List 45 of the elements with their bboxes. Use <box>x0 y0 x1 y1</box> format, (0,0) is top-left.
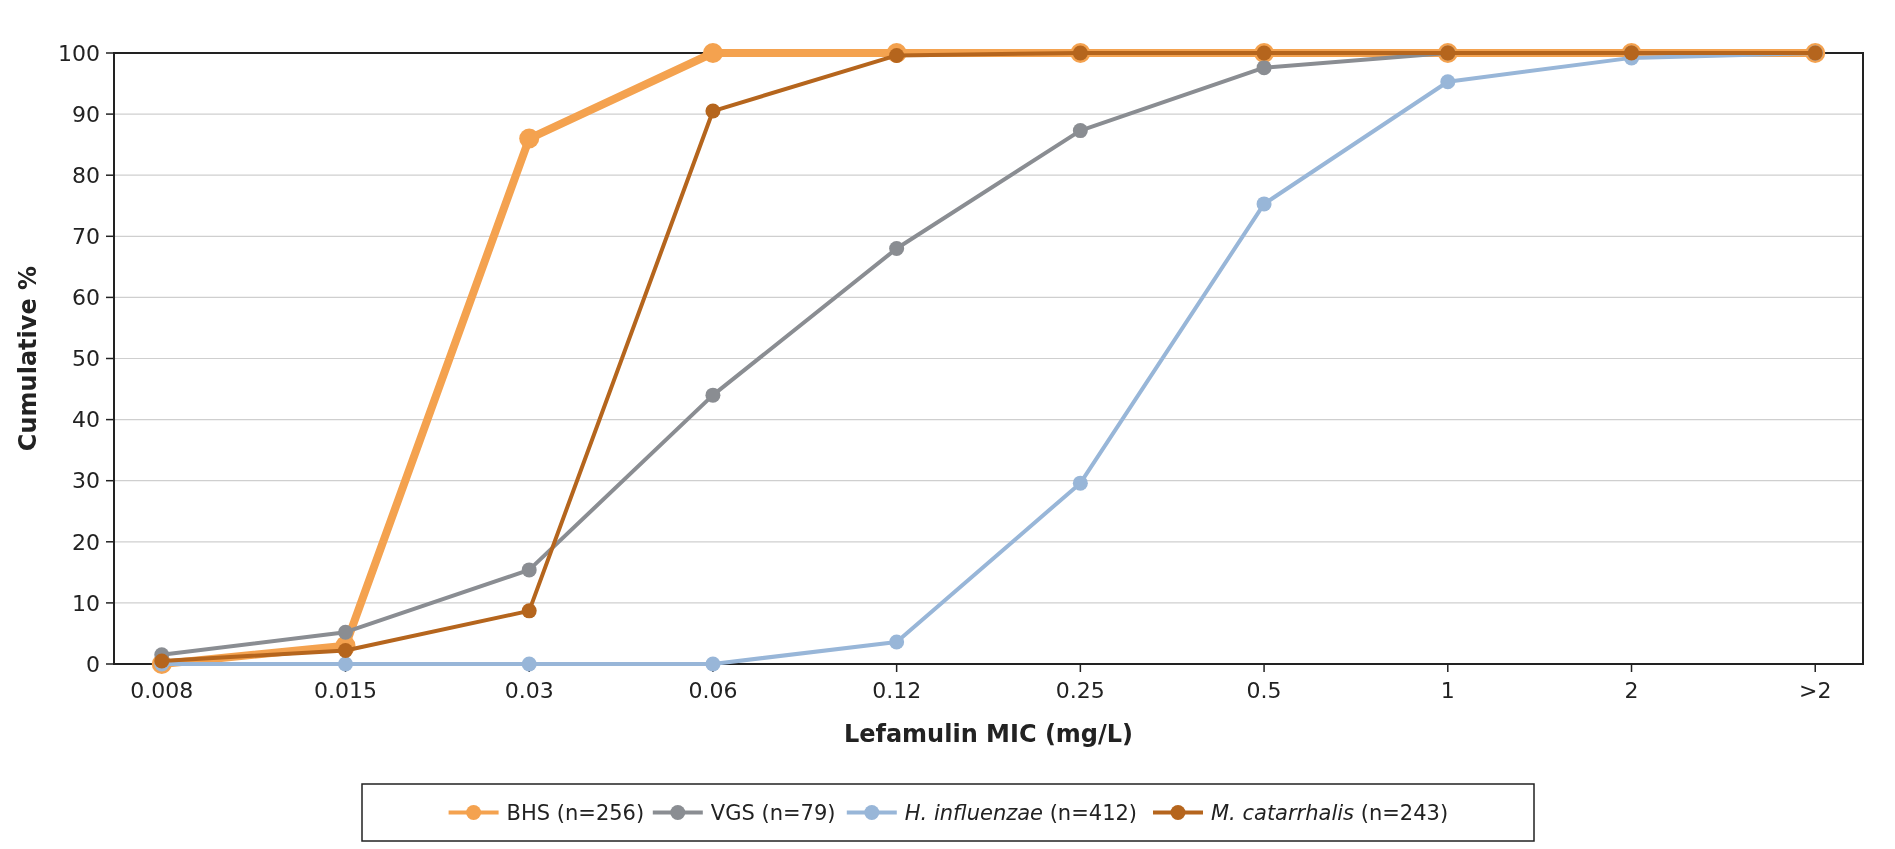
point <box>337 624 353 640</box>
y-tick-label: 100 <box>58 40 100 66</box>
y-tick-label: 30 <box>72 468 100 494</box>
point <box>1256 60 1272 76</box>
point <box>521 656 537 672</box>
y-tick-label: 60 <box>72 285 100 311</box>
x-axis-title: Lefamulin MIC (mg/L) <box>843 720 1134 748</box>
point <box>1072 123 1088 139</box>
x-tick-label: 0.5 <box>1246 678 1282 703</box>
x-tick-label: >2 <box>1799 678 1832 703</box>
point <box>1072 475 1088 491</box>
x-tick-label: 0.015 <box>313 678 377 703</box>
x-tick-label: 0.12 <box>872 678 922 703</box>
point <box>705 103 721 119</box>
y-tick-label: 80 <box>72 162 100 188</box>
point <box>521 603 537 619</box>
point <box>889 241 905 257</box>
x-tick-label: 0.06 <box>688 678 738 703</box>
x-tick-label: 0.25 <box>1055 678 1105 703</box>
x-tick-label: 2 <box>1624 678 1639 703</box>
point <box>1256 196 1272 212</box>
point <box>521 562 537 578</box>
point <box>889 634 905 650</box>
y-tick-label: 20 <box>72 529 100 555</box>
y-axis-title: Cumulative % <box>14 265 42 452</box>
point <box>337 656 353 672</box>
point <box>337 643 353 659</box>
y-tick-label: 50 <box>72 346 100 372</box>
point <box>519 128 540 149</box>
legend-label: M. catarrhalis (n=243) <box>1211 800 1449 825</box>
y-tick-label: 40 <box>72 407 100 433</box>
y-tick-label: 70 <box>72 224 100 249</box>
y-tick-label: 0 <box>86 651 100 677</box>
legend-label: VGS (n=79) <box>710 800 836 825</box>
y-tick-label: 10 <box>72 590 100 616</box>
point <box>702 43 723 63</box>
legend-label: H. influenzae (n=412) <box>904 800 1138 825</box>
y-tick-label: 90 <box>72 101 100 127</box>
x-tick-label: 0.03 <box>504 678 554 703</box>
x-tick-label: 1 <box>1440 678 1455 703</box>
legend-label: BHS (n=256) <box>506 800 645 825</box>
point <box>1440 74 1456 90</box>
point <box>705 387 721 403</box>
x-tick-label: 0.008 <box>130 678 194 703</box>
point <box>705 656 721 672</box>
